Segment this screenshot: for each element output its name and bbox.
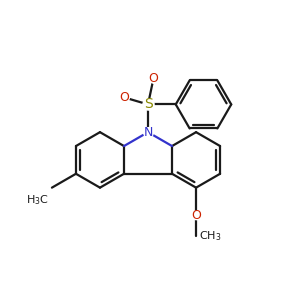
Text: CH$_3$: CH$_3$	[199, 229, 221, 243]
Text: O: O	[148, 72, 158, 85]
Text: N: N	[143, 126, 153, 139]
Text: H$_3$C: H$_3$C	[26, 194, 49, 207]
Text: S: S	[144, 98, 152, 111]
Text: O: O	[191, 209, 201, 222]
Text: O: O	[119, 91, 129, 104]
